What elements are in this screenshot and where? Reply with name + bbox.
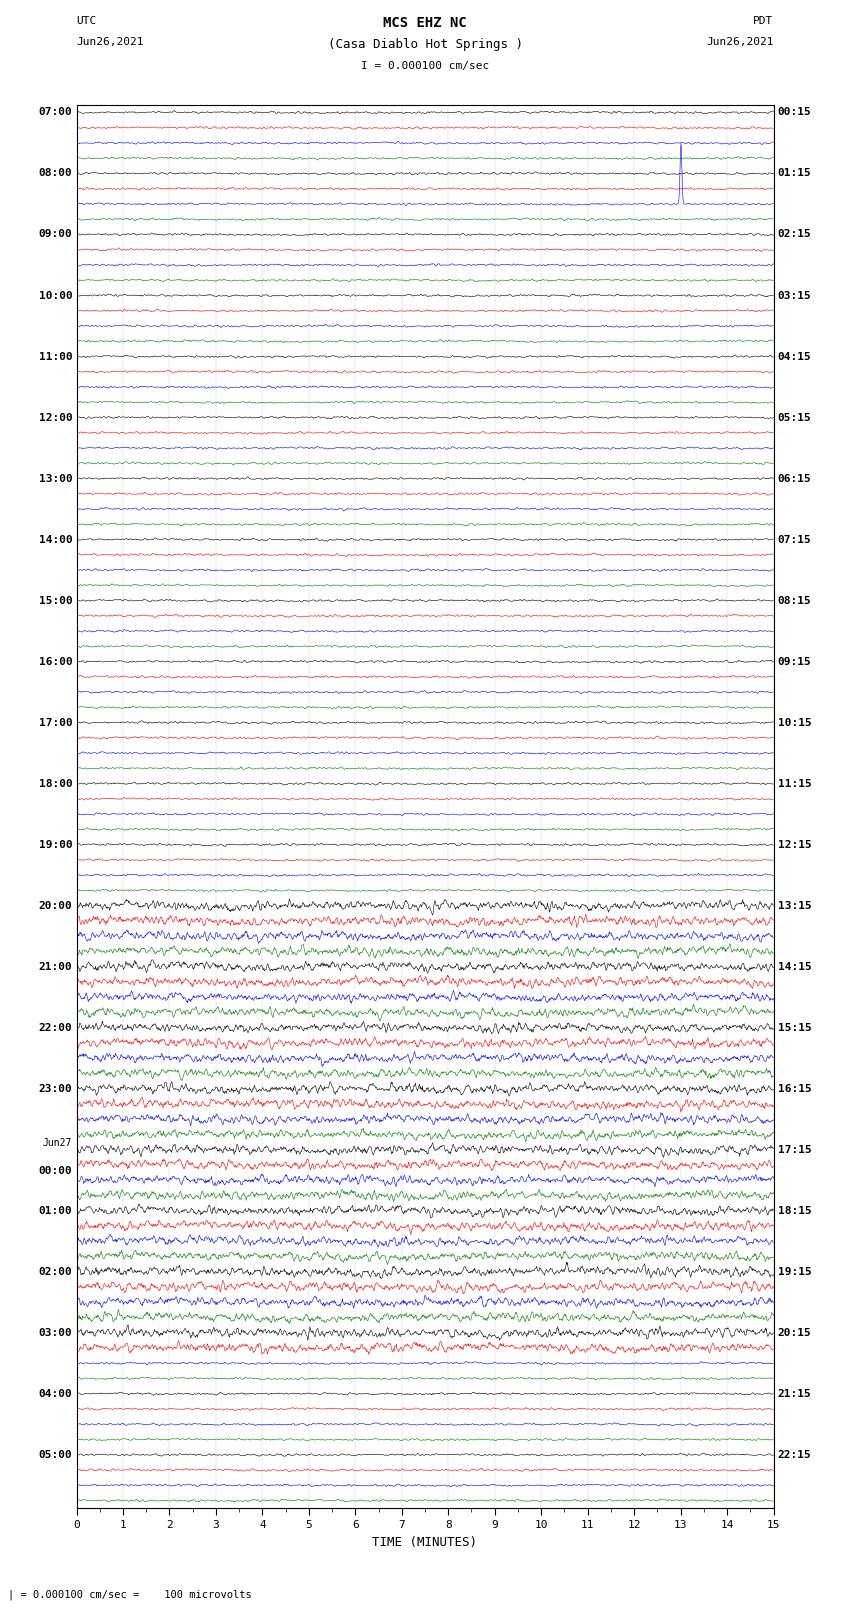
Text: 12:15: 12:15	[778, 840, 812, 850]
Text: 17:15: 17:15	[778, 1145, 812, 1155]
Text: 16:00: 16:00	[38, 656, 72, 666]
Text: 03:00: 03:00	[38, 1327, 72, 1337]
Text: 13:00: 13:00	[38, 474, 72, 484]
Text: PDT: PDT	[753, 16, 774, 26]
Text: 19:15: 19:15	[778, 1266, 812, 1277]
Text: 02:15: 02:15	[778, 229, 812, 239]
Text: 11:00: 11:00	[38, 352, 72, 361]
Text: UTC: UTC	[76, 16, 97, 26]
Text: 23:00: 23:00	[38, 1084, 72, 1094]
Text: 11:15: 11:15	[778, 779, 812, 789]
Text: (Casa Diablo Hot Springs ): (Casa Diablo Hot Springs )	[327, 39, 523, 52]
Text: 20:15: 20:15	[778, 1327, 812, 1337]
Text: 12:00: 12:00	[38, 413, 72, 423]
Text: 10:15: 10:15	[778, 718, 812, 727]
Text: 08:00: 08:00	[38, 168, 72, 179]
Text: 22:00: 22:00	[38, 1023, 72, 1032]
Text: 21:00: 21:00	[38, 961, 72, 971]
Text: 13:15: 13:15	[778, 900, 812, 911]
Text: 15:00: 15:00	[38, 595, 72, 605]
Text: 20:00: 20:00	[38, 900, 72, 911]
Text: Jun26,2021: Jun26,2021	[76, 37, 144, 47]
Text: 22:15: 22:15	[778, 1450, 812, 1460]
Text: 14:00: 14:00	[38, 534, 72, 545]
Text: 05:15: 05:15	[778, 413, 812, 423]
Text: MCS EHZ NC: MCS EHZ NC	[383, 16, 467, 29]
Text: 00:00: 00:00	[38, 1166, 72, 1176]
Text: 07:00: 07:00	[38, 108, 72, 118]
Text: Jun26,2021: Jun26,2021	[706, 37, 774, 47]
Text: 08:15: 08:15	[778, 595, 812, 605]
Text: 18:15: 18:15	[778, 1205, 812, 1216]
Text: 06:15: 06:15	[778, 474, 812, 484]
Text: 07:15: 07:15	[778, 534, 812, 545]
Text: 02:00: 02:00	[38, 1266, 72, 1277]
Text: 01:15: 01:15	[778, 168, 812, 179]
Text: 15:15: 15:15	[778, 1023, 812, 1032]
Text: 00:15: 00:15	[778, 108, 812, 118]
Text: 19:00: 19:00	[38, 840, 72, 850]
Text: 21:15: 21:15	[778, 1389, 812, 1398]
Text: 04:15: 04:15	[778, 352, 812, 361]
Text: Jun27: Jun27	[42, 1139, 72, 1148]
Text: 09:15: 09:15	[778, 656, 812, 666]
Text: 10:00: 10:00	[38, 290, 72, 300]
Text: 04:00: 04:00	[38, 1389, 72, 1398]
Text: 01:00: 01:00	[38, 1205, 72, 1216]
Text: | = 0.000100 cm/sec =    100 microvolts: | = 0.000100 cm/sec = 100 microvolts	[8, 1589, 252, 1600]
Text: 18:00: 18:00	[38, 779, 72, 789]
Text: I = 0.000100 cm/sec: I = 0.000100 cm/sec	[361, 61, 489, 71]
Text: 05:00: 05:00	[38, 1450, 72, 1460]
Text: 03:15: 03:15	[778, 290, 812, 300]
Text: 14:15: 14:15	[778, 961, 812, 971]
Text: 17:00: 17:00	[38, 718, 72, 727]
Text: 09:00: 09:00	[38, 229, 72, 239]
X-axis label: TIME (MINUTES): TIME (MINUTES)	[372, 1536, 478, 1548]
Text: 16:15: 16:15	[778, 1084, 812, 1094]
